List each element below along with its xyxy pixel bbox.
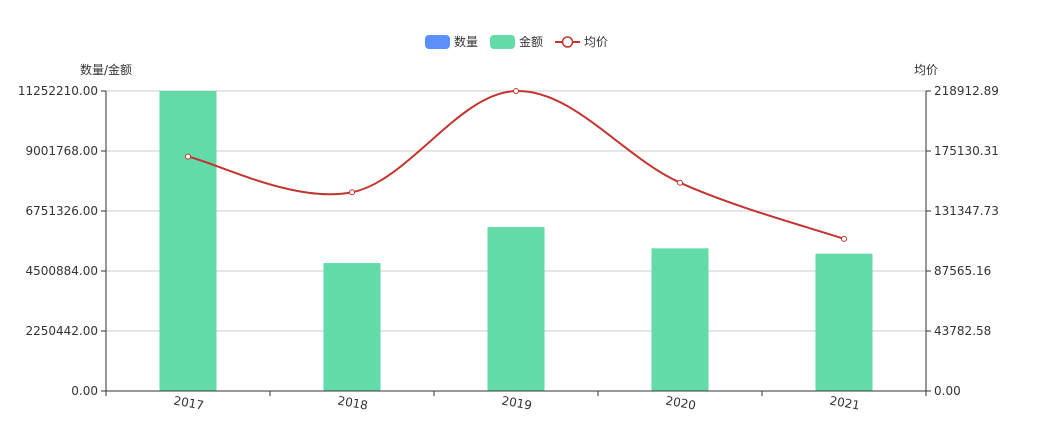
bar-series-group — [159, 91, 873, 391]
y-left-tick-label: 2250442.00 — [25, 324, 98, 338]
y-right-tick-label: 87565.16 — [934, 264, 991, 278]
line-series-path — [187, 89, 845, 240]
legend-swatch[interactable] — [425, 35, 450, 49]
line-series-group — [185, 88, 847, 242]
legend-label[interactable]: 金额 — [519, 34, 543, 49]
line-point[interactable] — [185, 153, 191, 160]
line-point[interactable] — [841, 235, 847, 242]
x-tick-label: 2019 — [500, 394, 533, 413]
bar[interactable] — [651, 248, 709, 391]
legend-swatch-marker[interactable] — [561, 36, 574, 48]
y-axis-left-title: 数量/金额 — [80, 62, 132, 77]
bar[interactable] — [159, 91, 217, 391]
y-right-tick-label: 43782.58 — [934, 324, 991, 338]
legend-label[interactable]: 均价 — [584, 35, 608, 49]
bar[interactable] — [815, 253, 873, 391]
axes: 0.00 2250442.00 4500884.00 6751326.00 900176… — [18, 84, 999, 413]
line-point[interactable] — [349, 189, 355, 196]
x-tick-label: 2018 — [336, 394, 369, 413]
x-tick-label: 2021 — [828, 394, 861, 413]
y-right-tick-label: 175130.31 — [934, 144, 999, 158]
x-tick-label: 2020 — [664, 394, 697, 413]
y-right-tick-label: 218912.89 — [934, 84, 999, 98]
bar[interactable] — [323, 263, 381, 391]
y-right-tick-label: 131347.73 — [934, 204, 999, 218]
bar[interactable] — [487, 227, 545, 391]
legend[interactable]: 数量 金额 均价 — [425, 34, 608, 49]
line-point[interactable] — [513, 88, 519, 94]
line-point[interactable] — [677, 179, 683, 186]
y-left-tick-label: 9001768.00 — [25, 144, 98, 158]
x-tick-label: 2017 — [172, 394, 205, 413]
y-left-tick-label: 0.00 — [71, 384, 98, 398]
y-left-tick-label: 4500884.00 — [25, 264, 98, 278]
y-right-tick-label: 0.00 — [934, 384, 961, 398]
y-left-tick-label: 11252210.00 — [18, 84, 98, 98]
legend-swatch[interactable] — [490, 35, 516, 49]
legend-label[interactable]: 数量 — [454, 34, 478, 49]
y-left-tick-label: 6751326.00 — [25, 204, 98, 218]
y-axis-right-title: 均价 — [914, 63, 938, 77]
